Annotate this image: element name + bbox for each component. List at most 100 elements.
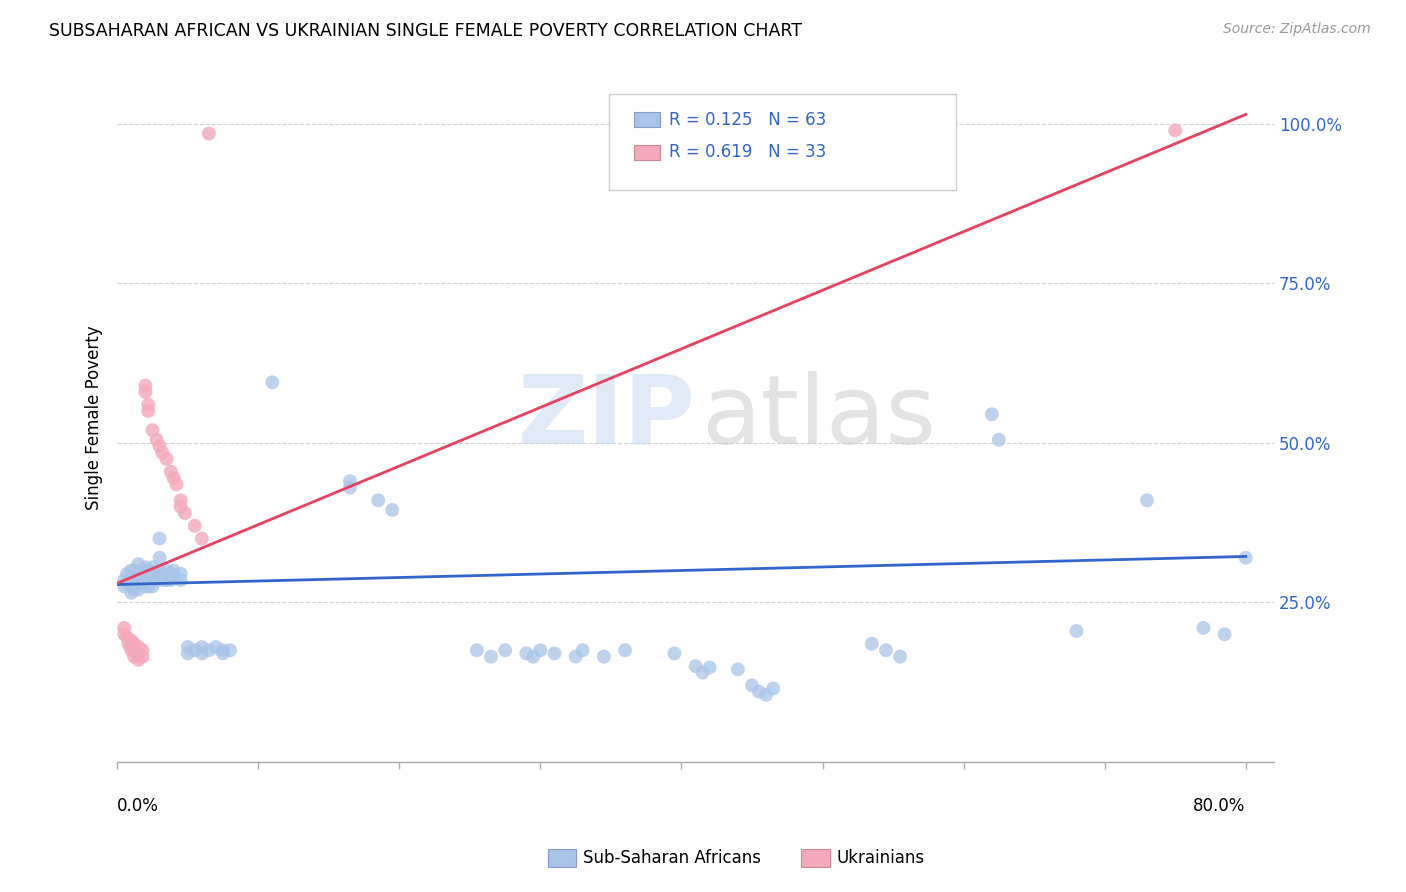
Bar xyxy=(634,145,659,160)
Point xyxy=(614,643,637,657)
Point xyxy=(112,579,135,593)
Point xyxy=(131,643,153,657)
Point xyxy=(136,579,159,593)
Point xyxy=(169,573,191,587)
Point xyxy=(159,573,181,587)
Point xyxy=(159,566,181,581)
Point xyxy=(515,647,537,661)
Point xyxy=(120,564,142,578)
Point xyxy=(134,573,156,587)
Point xyxy=(155,451,177,466)
Point xyxy=(122,576,145,591)
Text: SUBSAHARAN AFRICAN VS UKRAINIAN SINGLE FEMALE POVERTY CORRELATION CHART: SUBSAHARAN AFRICAN VS UKRAINIAN SINGLE F… xyxy=(49,22,803,40)
Point xyxy=(543,647,565,661)
Text: Ukrainians: Ukrainians xyxy=(837,849,925,867)
Point xyxy=(120,586,142,600)
Point xyxy=(141,423,163,437)
Point xyxy=(148,564,170,578)
Point xyxy=(117,576,139,591)
Point xyxy=(122,582,145,597)
Point xyxy=(1213,627,1236,641)
Point xyxy=(494,643,516,657)
Point xyxy=(169,500,191,514)
Point xyxy=(150,445,173,459)
Point xyxy=(198,643,221,657)
Point xyxy=(1234,550,1257,565)
Text: R = 0.125   N = 63: R = 0.125 N = 63 xyxy=(669,111,827,128)
Point xyxy=(174,506,197,520)
Point xyxy=(155,573,177,587)
Point xyxy=(145,433,167,447)
Point xyxy=(120,643,142,657)
Point xyxy=(127,647,149,661)
Point xyxy=(177,647,200,661)
Point xyxy=(148,570,170,584)
Point xyxy=(148,532,170,546)
Point xyxy=(134,560,156,574)
Point xyxy=(127,582,149,597)
Point xyxy=(177,640,200,654)
Point xyxy=(134,378,156,392)
Point xyxy=(571,643,593,657)
Point xyxy=(1164,123,1187,137)
Point xyxy=(127,566,149,581)
Point xyxy=(117,637,139,651)
Point xyxy=(120,579,142,593)
Point xyxy=(748,684,770,698)
Point xyxy=(145,573,167,587)
Text: 80.0%: 80.0% xyxy=(1194,797,1246,814)
Point xyxy=(741,678,763,692)
Point xyxy=(262,376,284,390)
Point xyxy=(122,564,145,578)
Point xyxy=(141,579,163,593)
Point xyxy=(112,621,135,635)
Point xyxy=(1066,624,1088,638)
Point xyxy=(727,662,749,676)
Point xyxy=(120,633,142,648)
Point xyxy=(141,560,163,574)
Point xyxy=(1136,493,1159,508)
Point xyxy=(134,579,156,593)
Point xyxy=(367,493,389,508)
Point xyxy=(115,566,138,581)
Point xyxy=(145,566,167,581)
Text: Sub-Saharan Africans: Sub-Saharan Africans xyxy=(583,849,762,867)
Point xyxy=(479,649,502,664)
Text: R = 0.619   N = 33: R = 0.619 N = 33 xyxy=(669,144,827,161)
Point xyxy=(184,643,207,657)
Text: atlas: atlas xyxy=(702,371,936,464)
Point xyxy=(564,649,586,664)
Point xyxy=(131,570,153,584)
Point xyxy=(120,573,142,587)
Point xyxy=(191,647,214,661)
Point xyxy=(205,640,228,654)
Point xyxy=(136,404,159,418)
Point xyxy=(762,681,785,696)
Point xyxy=(162,564,184,578)
Point xyxy=(148,550,170,565)
Point xyxy=(122,570,145,584)
Point xyxy=(184,519,207,533)
Point xyxy=(1192,621,1215,635)
Point xyxy=(159,465,181,479)
Point xyxy=(980,407,1002,421)
Point xyxy=(120,640,142,654)
Point xyxy=(131,576,153,591)
Point xyxy=(155,564,177,578)
Text: Source: ZipAtlas.com: Source: ZipAtlas.com xyxy=(1223,22,1371,37)
Point xyxy=(127,576,149,591)
FancyBboxPatch shape xyxy=(609,94,956,190)
Text: 0.0%: 0.0% xyxy=(117,797,159,814)
Point xyxy=(148,439,170,453)
Point xyxy=(127,653,149,667)
Point xyxy=(127,557,149,571)
Point xyxy=(860,637,883,651)
Point xyxy=(212,647,235,661)
Point xyxy=(112,627,135,641)
Point xyxy=(127,640,149,654)
Point xyxy=(755,688,778,702)
Point xyxy=(339,474,361,488)
Point xyxy=(134,384,156,399)
Point xyxy=(162,471,184,485)
Point xyxy=(699,660,721,674)
